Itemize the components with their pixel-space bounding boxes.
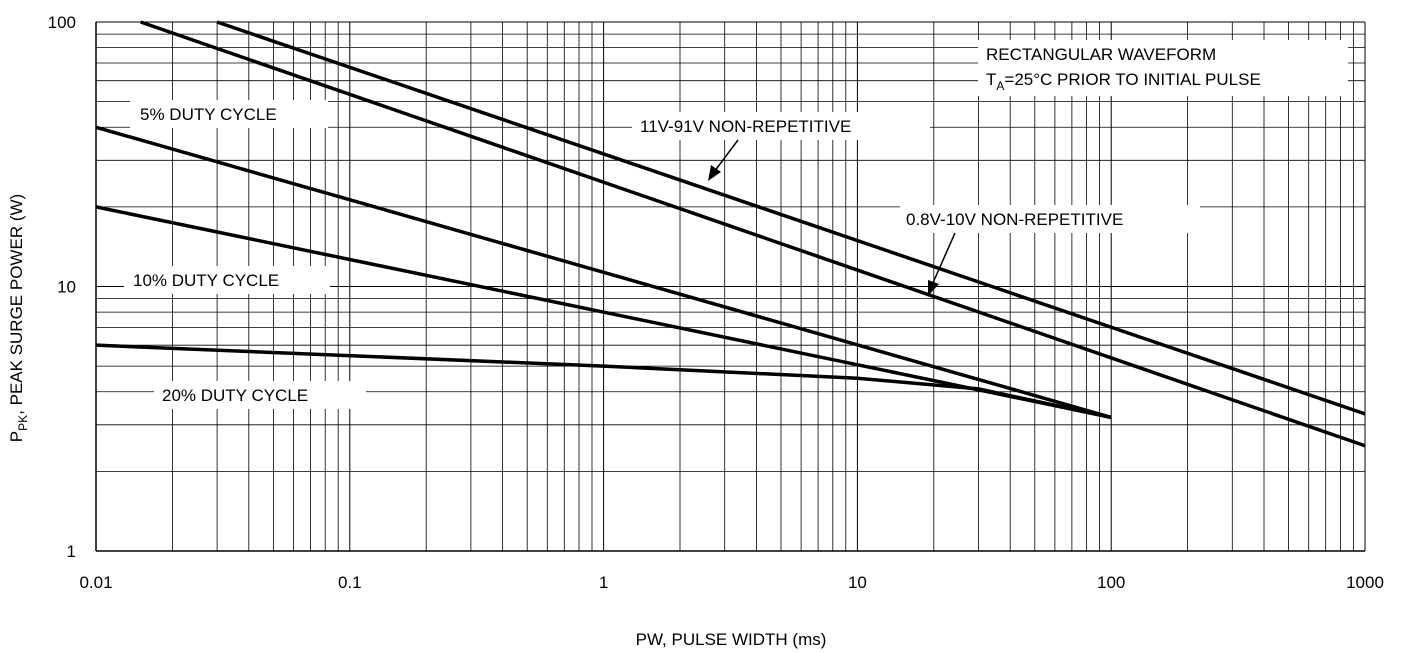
label-08v: 0.8V-10V NON-REPETITIVE (900, 205, 1200, 233)
series-line-4 (95, 343, 1112, 420)
series-line-3 (95, 205, 1112, 420)
label-11v: 11V-91V NON-REPETITIVE (632, 112, 930, 140)
svg-text:11V-91V NON-REPETITIVE: 11V-91V NON-REPETITIVE (640, 117, 851, 136)
x-axis-title: PW, PULSE WIDTH (ms) (636, 630, 827, 649)
label-10pct: 10% DUTY CYCLE (124, 266, 330, 294)
series-line-0 (216, 20, 1366, 416)
y-axis-title: PPK, PEAK SURGE POWER (W) (7, 194, 30, 442)
x-tick-label: 1000 (1346, 573, 1384, 592)
svg-text:10% DUTY CYCLE: 10% DUTY CYCLE (133, 271, 279, 290)
series-line-1 (140, 20, 1366, 448)
label-20pct: 20% DUTY CYCLE (154, 381, 366, 409)
x-tick-label: 10 (848, 573, 867, 592)
waveform-annotation-line2: TA=25°C PRIOR TO INITIAL PULSE (986, 70, 1261, 93)
x-tick-label: 100 (1097, 573, 1125, 592)
waveform-annotation-line1: RECTANGULAR WAVEFORM (986, 45, 1216, 64)
x-tick-label: 0.01 (79, 573, 112, 592)
y-tick-label: 1 (67, 542, 76, 561)
y-tick-label: 100 (48, 13, 76, 32)
series-group (95, 20, 1366, 448)
svg-text:0.8V-10V NON-REPETITIVE: 0.8V-10V NON-REPETITIVE (906, 210, 1123, 229)
y-tick-label: 10 (57, 278, 76, 297)
x-tick-label: 0.1 (338, 573, 362, 592)
waveform-annotation: RECTANGULAR WAVEFORM TA=25°C PRIOR TO IN… (978, 40, 1348, 96)
x-tick-label: 1 (599, 573, 608, 592)
series-line-2 (95, 125, 1112, 420)
arrow-11v (708, 139, 739, 181)
label-5pct: 5% DUTY CYCLE (130, 100, 328, 128)
tick-labels: 0.01 0.1 1 10 100 1000 1 10 100 (48, 13, 1384, 592)
arrow-08v (928, 232, 956, 296)
svg-text:5% DUTY CYCLE: 5% DUTY CYCLE (140, 105, 277, 124)
svg-text:20% DUTY CYCLE: 20% DUTY CYCLE (162, 386, 308, 405)
